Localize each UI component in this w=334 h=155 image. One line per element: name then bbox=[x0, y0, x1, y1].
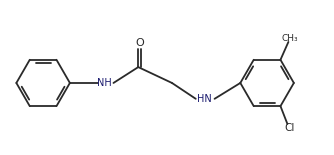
Text: CH₃: CH₃ bbox=[281, 34, 298, 43]
Text: Cl: Cl bbox=[284, 123, 295, 133]
Text: HN: HN bbox=[197, 94, 212, 104]
Text: NH: NH bbox=[97, 78, 112, 88]
Text: O: O bbox=[135, 38, 144, 48]
